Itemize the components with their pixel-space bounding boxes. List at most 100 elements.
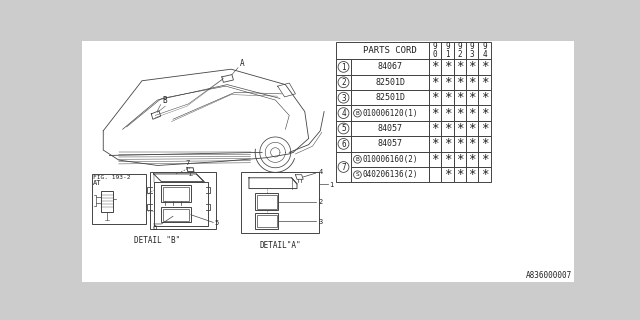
- Bar: [257, 195, 277, 209]
- Text: *: *: [456, 107, 463, 120]
- Text: S: S: [356, 172, 359, 177]
- Text: *: *: [468, 153, 476, 166]
- Bar: [351, 105, 429, 121]
- Text: DETAIL "B": DETAIL "B": [134, 236, 180, 244]
- Text: *: *: [456, 60, 463, 73]
- Bar: [336, 152, 351, 182]
- Text: 9
3: 9 3: [470, 42, 474, 60]
- Text: *: *: [431, 153, 438, 166]
- Bar: [150, 172, 216, 229]
- Bar: [336, 105, 351, 121]
- Bar: [478, 75, 491, 90]
- Bar: [441, 42, 454, 59]
- Bar: [466, 105, 478, 121]
- Text: *: *: [456, 153, 463, 166]
- Text: *: *: [481, 168, 488, 181]
- Bar: [351, 59, 429, 75]
- Text: *: *: [481, 91, 488, 104]
- Text: *: *: [456, 76, 463, 89]
- Bar: [161, 207, 191, 222]
- Bar: [454, 105, 466, 121]
- Text: 84057: 84057: [378, 140, 403, 148]
- Bar: [163, 209, 189, 221]
- Text: 4: 4: [319, 169, 323, 175]
- Text: AT: AT: [93, 180, 102, 186]
- Text: *: *: [444, 60, 451, 73]
- Text: DETAIL"A": DETAIL"A": [259, 241, 301, 250]
- Text: *: *: [468, 76, 476, 89]
- Text: *: *: [468, 91, 476, 104]
- Text: *: *: [468, 60, 476, 73]
- Bar: [441, 121, 454, 136]
- Bar: [441, 90, 454, 105]
- Text: A836000007: A836000007: [526, 271, 572, 280]
- Text: 7: 7: [341, 163, 346, 172]
- Bar: [454, 121, 466, 136]
- Text: *: *: [456, 168, 463, 181]
- Bar: [429, 42, 441, 59]
- Text: *: *: [431, 60, 438, 73]
- Text: B: B: [356, 111, 359, 116]
- Bar: [478, 42, 491, 59]
- Text: *: *: [456, 122, 463, 135]
- Bar: [441, 136, 454, 152]
- Bar: [478, 105, 491, 121]
- Bar: [163, 187, 189, 201]
- Text: B: B: [356, 157, 359, 162]
- Bar: [466, 152, 478, 167]
- Text: 84057: 84057: [378, 124, 403, 133]
- Text: 1: 1: [329, 182, 333, 188]
- Bar: [466, 121, 478, 136]
- Bar: [351, 136, 429, 152]
- Bar: [454, 167, 466, 182]
- Text: 2: 2: [341, 78, 346, 87]
- Text: *: *: [468, 137, 476, 150]
- Bar: [466, 167, 478, 182]
- Bar: [257, 215, 277, 227]
- Bar: [351, 152, 429, 167]
- Text: 6: 6: [341, 140, 346, 149]
- Bar: [466, 59, 478, 75]
- Text: B: B: [162, 96, 167, 105]
- Bar: [351, 167, 429, 182]
- Bar: [241, 172, 319, 233]
- Text: *: *: [444, 137, 451, 150]
- Bar: [441, 167, 454, 182]
- Text: *: *: [481, 107, 488, 120]
- Bar: [466, 136, 478, 152]
- Bar: [454, 59, 466, 75]
- Text: 1: 1: [341, 63, 346, 72]
- Text: *: *: [431, 137, 438, 150]
- Bar: [454, 152, 466, 167]
- Bar: [92, 174, 146, 224]
- Bar: [351, 121, 429, 136]
- Bar: [429, 75, 441, 90]
- Text: 9
2: 9 2: [458, 42, 462, 60]
- Text: *: *: [431, 76, 438, 89]
- Bar: [351, 75, 429, 90]
- Bar: [255, 193, 278, 210]
- Text: A: A: [239, 59, 244, 68]
- Text: 2: 2: [319, 199, 323, 205]
- Text: *: *: [431, 91, 438, 104]
- Text: 5: 5: [214, 220, 218, 226]
- Text: *: *: [456, 137, 463, 150]
- Text: *: *: [444, 153, 451, 166]
- Text: 3: 3: [341, 93, 346, 103]
- Bar: [441, 59, 454, 75]
- Text: *: *: [444, 76, 451, 89]
- Bar: [351, 90, 429, 105]
- Text: *: *: [444, 168, 451, 181]
- Text: 3: 3: [319, 219, 323, 225]
- Bar: [478, 152, 491, 167]
- Bar: [336, 136, 351, 152]
- Text: 9
0: 9 0: [433, 42, 437, 60]
- Bar: [454, 75, 466, 90]
- Bar: [478, 121, 491, 136]
- Text: *: *: [481, 153, 488, 166]
- Bar: [478, 59, 491, 75]
- Bar: [336, 121, 351, 136]
- Text: PARTS CORD: PARTS CORD: [363, 46, 417, 55]
- Text: *: *: [444, 91, 451, 104]
- Text: *: *: [481, 137, 488, 150]
